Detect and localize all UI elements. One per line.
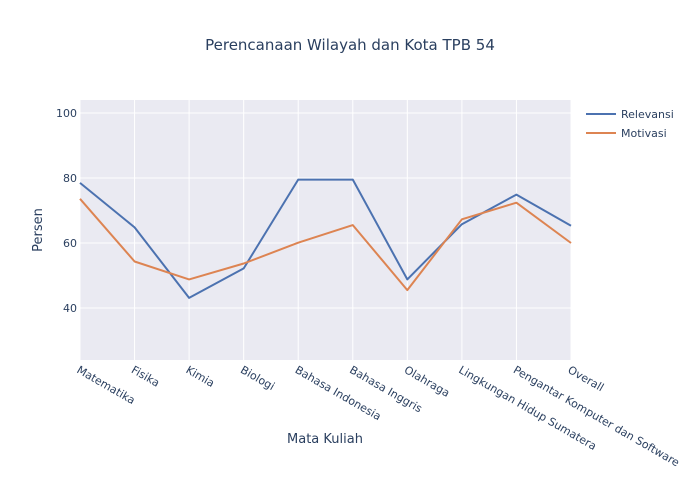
y-tick-label: 40 [63, 302, 77, 315]
x-tick-label: Overall [566, 363, 607, 394]
legend-label: Relevansi [621, 108, 674, 121]
legend-label: Motivasi [621, 127, 667, 140]
legend-item[interactable]: Relevansi [586, 108, 674, 121]
grid [79, 100, 572, 360]
x-axis-title: Mata Kuliah [287, 432, 363, 447]
x-tick-label: Kimia [184, 363, 217, 390]
y-tick-labels: 40 60 80 100 [56, 107, 77, 315]
plot-background [80, 100, 571, 360]
series-line-relevansi [79, 178, 572, 299]
chart-title: Perencanaan Wilayah dan Kota TPB 54 [205, 36, 495, 54]
y-axis-title: Persen [31, 208, 46, 252]
y-tick-label: 60 [63, 237, 77, 250]
x-tick-label: Fisika [129, 363, 162, 389]
legend-item[interactable]: Motivasi [586, 127, 667, 140]
x-tick-label: Biologi [238, 363, 277, 393]
y-tick-label: 80 [63, 172, 77, 185]
x-tick-label: Matematika [75, 363, 138, 407]
y-tick-label: 100 [56, 107, 77, 120]
series-layer [79, 178, 572, 299]
legend: Relevansi Motivasi [586, 108, 674, 140]
series-line-motivasi [79, 198, 572, 292]
